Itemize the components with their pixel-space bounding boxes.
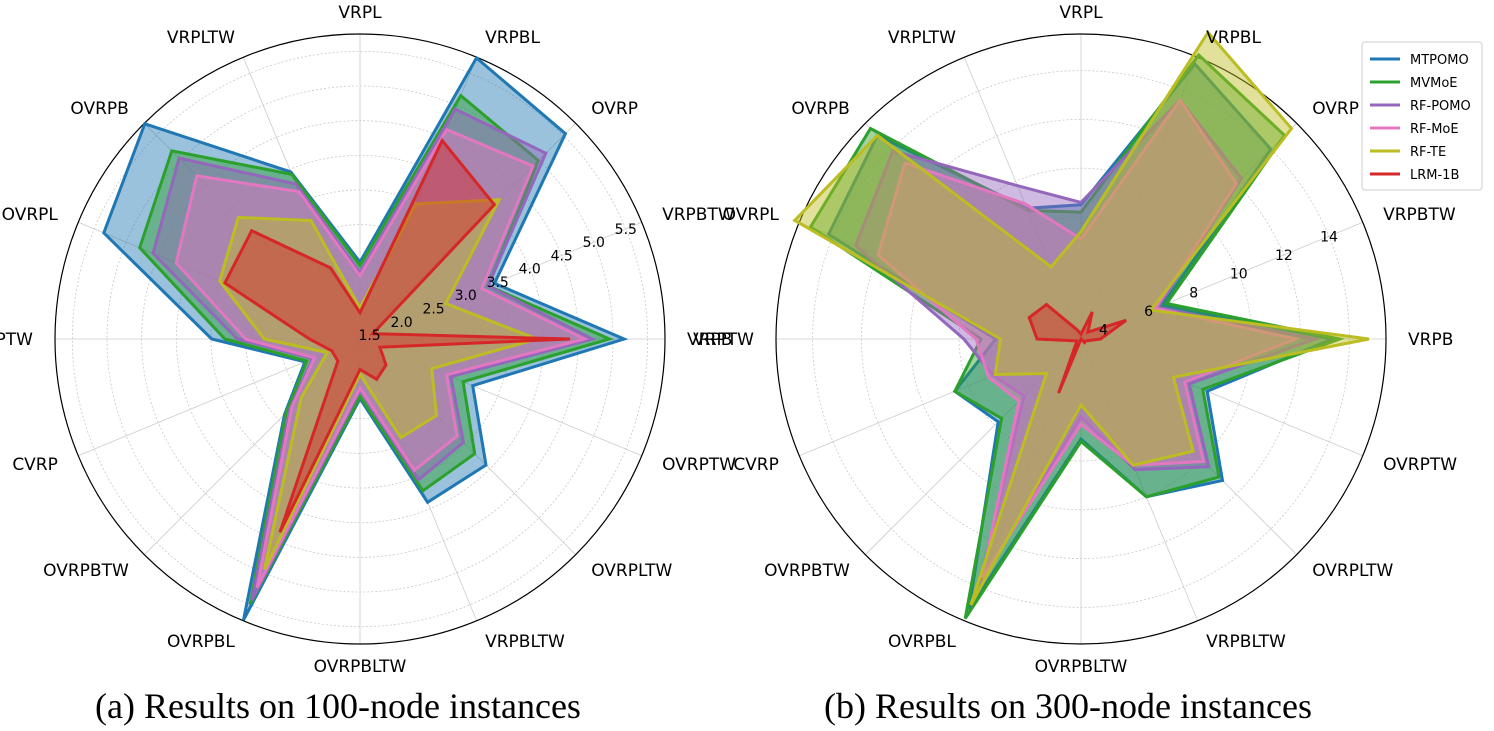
- axis-label-ovrpbltw: OVRPBLTW: [1035, 657, 1128, 677]
- grid-spoke: [799, 338, 1082, 457]
- radial-tick-label: 10: [1230, 267, 1248, 283]
- axis-label-vrpltw: VRPLTW: [167, 28, 235, 48]
- radar-chart-100-node: VRPB VRPBTW OVRP VRPBL VRPL VRPLTW OVRPB OVRPL V…: [0, 3, 736, 677]
- grid-spoke: [359, 338, 642, 457]
- axis-label-vrptw: VRPTW: [0, 330, 33, 350]
- axis-label-vrpbltw: VRPBLTW: [485, 632, 565, 652]
- caption-a: (a) Results on 100-node instances: [95, 686, 581, 726]
- legend-label-rf-pomo: RF-POMO: [1410, 99, 1471, 114]
- radial-tick-label: 14: [1320, 229, 1338, 245]
- grid-spoke: [359, 221, 642, 340]
- radial-tick-label: 6: [1144, 304, 1153, 320]
- radial-tick-label: 3.0: [455, 288, 477, 304]
- grid-spoke: [242, 57, 361, 340]
- axis-label-ovrptw: OVRPTW: [1383, 455, 1457, 475]
- axis-label-ovrpl: OVRPL: [723, 205, 780, 225]
- radar-chart-300-node: VRPB VRPBTW OVRP VRPBL VRPL VRPLTW OVRPB OVRPL V…: [693, 3, 1457, 677]
- radial-tick-label: 4.5: [551, 248, 573, 264]
- radial-tick-label: 2.5: [422, 302, 444, 318]
- series-area-mvmoe: [137, 93, 614, 605]
- grid-spoke: [1080, 338, 1363, 457]
- axis-label-vrpbtw: VRPBTW: [1383, 205, 1456, 225]
- radial-tick-label: 8: [1189, 285, 1198, 301]
- radial-tick-label: 5.5: [615, 222, 637, 238]
- axis-label-vrpb: VRPB: [1408, 330, 1453, 350]
- axis-label-vrpl: VRPL: [338, 3, 382, 23]
- grid-spoke: [963, 57, 1082, 340]
- radial-tick-label: 4.0: [519, 262, 541, 278]
- legend-box: [1361, 41, 1483, 191]
- axis-label-ovrpltw: OVRPLTW: [591, 561, 672, 581]
- axis-label-vrpbltw: VRPBLTW: [1206, 632, 1286, 652]
- axis-label-ovrpb: OVRPB: [791, 99, 849, 119]
- series-area-lrm-1b: [222, 137, 571, 534]
- legend-label-rf-moe: RF-MoE: [1410, 122, 1459, 137]
- axis-label-ovrpb: OVRPB: [70, 99, 128, 119]
- axis-label-vrpl: VRPL: [1059, 3, 1103, 23]
- series-area-mvmoe: [808, 52, 1346, 620]
- axis-label-vrpbl: VRPBL: [1206, 28, 1261, 48]
- radial-tick-label: 12: [1275, 248, 1293, 264]
- axis-label-ovrp: OVRP: [1312, 99, 1359, 119]
- radial-tick-label: 5.0: [583, 235, 605, 251]
- outer-frame: [775, 33, 1387, 645]
- grid-spoke: [1080, 221, 1363, 340]
- axis-label-ovrpbtw: OVRPBTW: [764, 561, 850, 581]
- axis-label-ovrpl: OVRPL: [2, 205, 59, 225]
- legend-label-rf-te: RF-TE: [1410, 145, 1446, 160]
- axis-label-cvrp: CVRP: [733, 455, 779, 475]
- legend: MTPOMO MVMoE RF-POMO RF-MoE RF-TE LRM-1B: [1361, 41, 1483, 191]
- caption-b: (b) Results on 300-node instances: [824, 686, 1312, 726]
- series-area-mtpomo: [102, 55, 629, 621]
- grid-spoke: [144, 338, 361, 555]
- grid-spoke: [1080, 338, 1199, 621]
- radial-tick-label: 1.5: [358, 328, 380, 344]
- outer-frame: [54, 33, 666, 645]
- radial-tick-label: 2.0: [390, 315, 412, 331]
- axis-label-ovrpbl: OVRPBL: [167, 632, 235, 652]
- axis-label-ovrpbltw: OVRPBLTW: [314, 657, 407, 677]
- series-area-lrm-1b: [1027, 302, 1127, 394]
- axis-label-vrptw: VRPTW: [693, 330, 754, 350]
- grid-spoke: [865, 123, 1082, 340]
- axis-label-ovrpbl: OVRPBL: [888, 632, 956, 652]
- legend-label-lrm-1b: LRM-1B: [1410, 168, 1459, 183]
- grid-spoke: [1080, 338, 1297, 555]
- axis-label-cvrp: CVRP: [12, 455, 58, 475]
- grid-spoke: [359, 338, 576, 555]
- axis-label-vrpb: VRPB: [687, 330, 732, 350]
- axis-label-ovrptw: OVRPTW: [662, 455, 736, 475]
- grid-spoke: [799, 221, 1082, 340]
- radial-tick-label: 3.5: [487, 275, 509, 291]
- axis-label-ovrpltw: OVRPLTW: [1312, 561, 1393, 581]
- grid-spoke: [1080, 123, 1297, 340]
- legend-label-mtpomo: MTPOMO: [1410, 53, 1469, 68]
- axis-label-ovrp: OVRP: [591, 99, 638, 119]
- axis-label-vrpbl: VRPBL: [485, 28, 540, 48]
- radial-tick-label: 4: [1099, 323, 1108, 339]
- series-area-rf-te: [792, 29, 1370, 606]
- legend-label-mvmoe: MVMoE: [1410, 76, 1458, 91]
- series-area-rf-moe: [876, 97, 1301, 579]
- axis-label-vrpltw: VRPLTW: [888, 28, 956, 48]
- axis-label-ovrpbtw: OVRPBTW: [43, 561, 129, 581]
- axis-label-vrpbtw: VRPBTW: [662, 205, 735, 225]
